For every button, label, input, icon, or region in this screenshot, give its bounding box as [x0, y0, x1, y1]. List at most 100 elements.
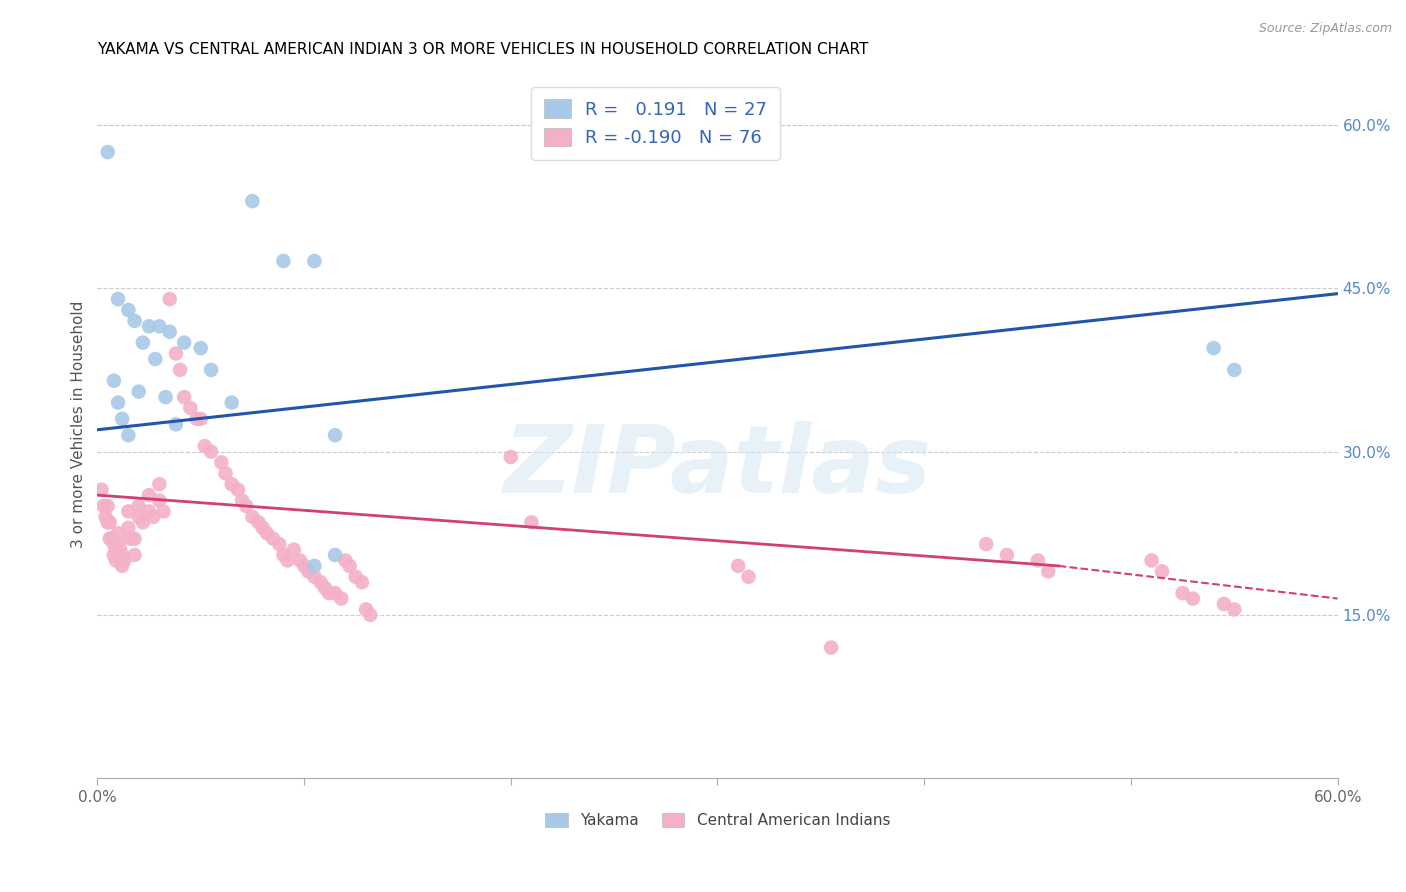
Point: [117, 521, 139, 535]
Point: [165, 417, 187, 432]
Point: [499, 450, 522, 464]
Point: [104, 542, 127, 557]
Point: [142, 509, 165, 524]
Point: [330, 591, 353, 606]
Point: [323, 548, 346, 562]
Point: [128, 384, 150, 399]
Point: [169, 363, 191, 377]
Point: [242, 509, 264, 524]
Point: [138, 504, 160, 518]
Point: [304, 254, 326, 268]
Point: [309, 575, 332, 590]
Point: [128, 509, 150, 524]
Point: [252, 521, 274, 535]
Point: [165, 346, 187, 360]
Point: [159, 325, 181, 339]
Point: [97, 516, 120, 530]
Point: [995, 548, 1018, 562]
Point: [520, 516, 543, 530]
Point: [117, 428, 139, 442]
Point: [173, 335, 195, 350]
Point: [1202, 341, 1225, 355]
Point: [101, 532, 124, 546]
Point: [117, 504, 139, 518]
Point: [1213, 597, 1236, 611]
Point: [128, 499, 150, 513]
Point: [132, 516, 155, 530]
Point: [820, 640, 842, 655]
Point: [108, 542, 131, 557]
Point: [148, 493, 170, 508]
Point: [186, 412, 208, 426]
Point: [256, 526, 278, 541]
Point: [107, 292, 129, 306]
Point: [304, 558, 326, 573]
Point: [98, 532, 121, 546]
Point: [138, 319, 160, 334]
Point: [107, 526, 129, 541]
Point: [1140, 553, 1163, 567]
Point: [98, 516, 121, 530]
Point: [1223, 602, 1246, 616]
Point: [124, 314, 146, 328]
Point: [273, 254, 295, 268]
Point: [221, 395, 243, 409]
Point: [190, 412, 212, 426]
Point: [104, 553, 127, 567]
Point: [200, 444, 222, 458]
Point: [221, 477, 243, 491]
Point: [323, 428, 346, 442]
Point: [103, 548, 125, 562]
Point: [273, 548, 295, 562]
Point: [323, 586, 346, 600]
Point: [262, 532, 284, 546]
Point: [93, 499, 115, 513]
Point: [277, 553, 299, 567]
Point: [297, 565, 319, 579]
Point: [111, 412, 134, 426]
Legend: Yakama, Central American Indians: Yakama, Central American Indians: [538, 807, 897, 834]
Point: [120, 532, 142, 546]
Point: [97, 499, 120, 513]
Point: [1150, 565, 1173, 579]
Point: [292, 558, 315, 573]
Point: [318, 586, 340, 600]
Point: [173, 390, 195, 404]
Point: [335, 553, 357, 567]
Y-axis label: 3 or more Vehicles in Household: 3 or more Vehicles in Household: [72, 301, 86, 548]
Point: [138, 488, 160, 502]
Point: [124, 532, 146, 546]
Point: [737, 570, 759, 584]
Point: [111, 548, 134, 562]
Point: [339, 558, 361, 573]
Point: [97, 145, 120, 160]
Text: YAKAMA VS CENTRAL AMERICAN INDIAN 3 OR MORE VEHICLES IN HOUSEHOLD CORRELATION CH: YAKAMA VS CENTRAL AMERICAN INDIAN 3 OR M…: [97, 42, 869, 57]
Point: [1026, 553, 1049, 567]
Point: [111, 558, 134, 573]
Point: [103, 537, 125, 551]
Point: [226, 483, 249, 497]
Point: [94, 509, 117, 524]
Point: [103, 374, 125, 388]
Point: [269, 537, 291, 551]
Point: [107, 537, 129, 551]
Point: [288, 553, 311, 567]
Point: [304, 570, 326, 584]
Point: [242, 194, 264, 208]
Point: [117, 303, 139, 318]
Point: [90, 483, 112, 497]
Point: [974, 537, 997, 551]
Point: [152, 504, 174, 518]
Point: [354, 602, 377, 616]
Point: [148, 319, 170, 334]
Point: [209, 455, 232, 469]
Point: [190, 341, 212, 355]
Text: Source: ZipAtlas.com: Source: ZipAtlas.com: [1258, 22, 1392, 36]
Point: [344, 570, 367, 584]
Point: [155, 390, 177, 404]
Point: [148, 477, 170, 491]
Point: [231, 493, 253, 508]
Point: [1038, 565, 1060, 579]
Point: [1223, 363, 1246, 377]
Point: [107, 395, 129, 409]
